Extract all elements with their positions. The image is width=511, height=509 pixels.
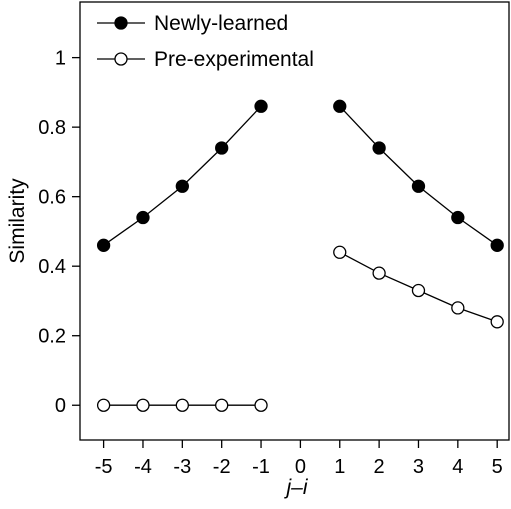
- data-point: [411, 283, 426, 298]
- data-point: [372, 141, 386, 155]
- data-point: [451, 210, 465, 225]
- data-point: [333, 245, 347, 259]
- legend-label: Newly-learned: [154, 12, 288, 35]
- x-tick-label: 4: [452, 456, 463, 478]
- series-layer: [96, 99, 504, 412]
- data-point: [333, 99, 347, 113]
- y-tick-label: 0.6: [38, 187, 66, 209]
- y-tick-label: 1: [55, 48, 66, 70]
- data-point: [451, 301, 465, 315]
- data-point: [96, 238, 111, 252]
- data-point: [254, 398, 268, 412]
- y-axis-label: Similarity: [6, 178, 29, 264]
- series-newly-learned: [96, 99, 504, 252]
- data-point: [254, 99, 268, 113]
- data-point: [490, 315, 504, 329]
- data-point: [175, 398, 189, 412]
- data-point: [215, 141, 229, 155]
- y-tick-label: 0.2: [38, 326, 66, 348]
- data-point: [175, 179, 189, 193]
- data-point: [136, 398, 150, 412]
- x-tick-label: -5: [95, 456, 113, 478]
- y-tick-label: 0.4: [38, 256, 66, 278]
- x-tick-label: 5: [492, 456, 503, 478]
- legend-marker: [114, 16, 128, 30]
- x-tick-label: -4: [134, 456, 152, 478]
- legend-label: Pre-experimental: [154, 48, 314, 71]
- plot-frame: [79, 1, 510, 441]
- series-pre-experimental: [96, 245, 504, 412]
- legend-marker: [114, 52, 128, 66]
- data-point: [136, 210, 150, 225]
- x-tick-label: 1: [334, 456, 345, 478]
- series-line: [103, 105, 262, 246]
- y-tick-label: 0.8: [38, 117, 66, 139]
- data-point: [215, 398, 229, 412]
- data-point: [490, 238, 504, 252]
- x-tick-label: 2: [374, 456, 385, 478]
- x-axis-label: j–i: [283, 476, 308, 499]
- axes: -5 -4 -3 -2 -1 0 1 2 3 4 5 0 0.2 0.4 0.6 0.8 1: [38, 1, 510, 478]
- x-tick-label: 0: [295, 456, 306, 478]
- x-tick-label: -3: [173, 456, 191, 478]
- data-point: [96, 398, 111, 412]
- data-point: [411, 179, 426, 193]
- x-tick-label: -1: [252, 456, 270, 478]
- legend: Newly-learned Pre-experimental: [97, 12, 314, 71]
- x-tick-label: 3: [413, 456, 424, 478]
- data-point: [372, 266, 386, 280]
- x-tick-label: -2: [213, 456, 231, 478]
- y-tick-label: 0: [55, 395, 66, 417]
- series-line: [339, 105, 498, 246]
